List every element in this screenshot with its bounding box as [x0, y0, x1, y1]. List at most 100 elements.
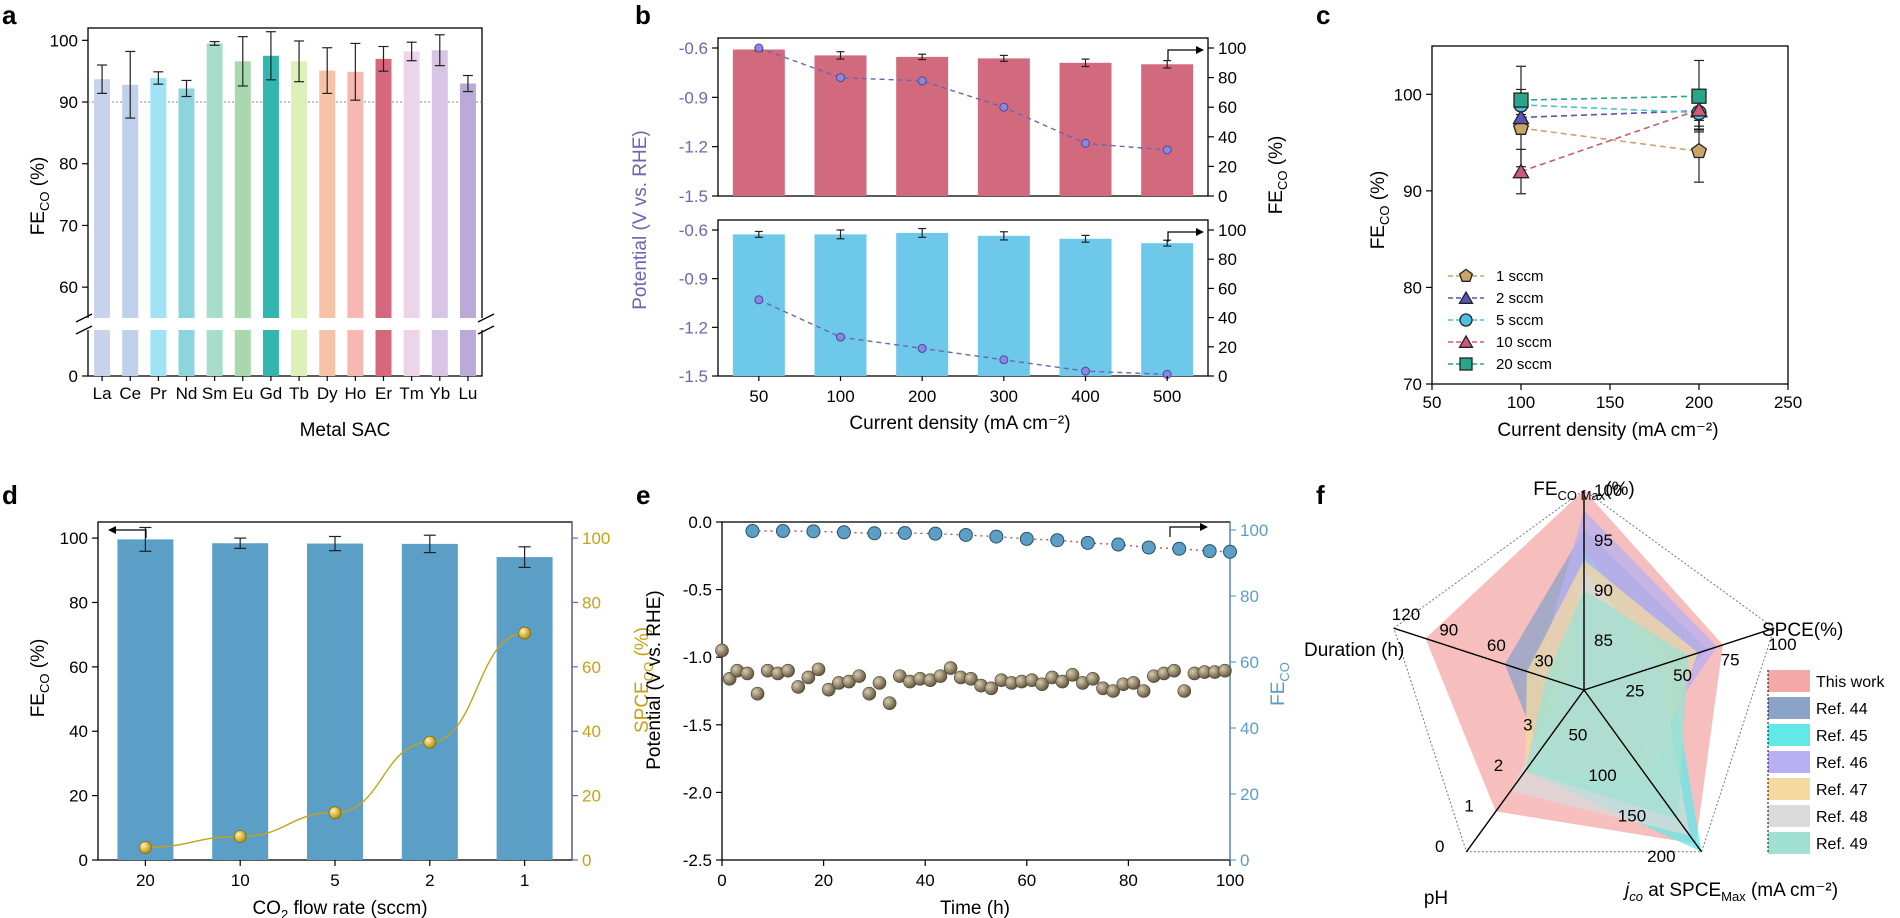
panel-d-spce-point-5	[328, 806, 342, 820]
panel-a-xtick-Eu: Eu	[232, 384, 253, 403]
bar-Ho	[347, 71, 364, 377]
panel-c-point-20-sccm	[1513, 92, 1529, 108]
radar-tick-3-1: 1	[1464, 796, 1473, 815]
panel-d-rtick-60: 60	[582, 658, 601, 677]
panel-e-fe-point	[775, 523, 790, 538]
panel-b-top-ytick--1.2: -1.2	[679, 138, 708, 157]
radar-tick-0-85: 85	[1594, 631, 1613, 650]
panel-c-legend-marker	[1459, 313, 1473, 327]
panel-b-top-frame	[717, 37, 1209, 197]
panel-e-potential-point	[1218, 663, 1232, 678]
panel-d-rtick-0: 0	[582, 851, 591, 870]
panel-a-axis-break	[76, 318, 494, 330]
panel-c-legend-label: 5 sccm	[1496, 312, 1544, 329]
panel-e-rtick-0: 0	[1240, 851, 1249, 870]
panel-b-top-rtick-40: 40	[1218, 128, 1237, 147]
panel-e-ylabel-right: FECO	[1268, 662, 1292, 706]
panel-d-rtick-20: 20	[582, 787, 601, 806]
panel-e-fe-point	[836, 525, 851, 540]
panel-e-xtick-60: 60	[1017, 871, 1036, 890]
panel-e-potential-point	[1086, 672, 1100, 686]
panel-e-ytick--2.5: -2.5	[683, 851, 712, 870]
panel-b-xtick-300: 300	[990, 387, 1018, 406]
panel-e-ytick--1.0: -1.0	[683, 648, 712, 667]
panel-e-fe-point	[745, 523, 760, 538]
panel-e-potential-point	[862, 686, 877, 701]
panel-d-spce-curve	[145, 632, 525, 849]
panel-e-potential-point	[1136, 684, 1151, 698]
panel-e-fe-point	[1019, 531, 1034, 546]
panel-c-ytick-70: 70	[1403, 375, 1422, 394]
panel-e-ytick--2.0: -2.0	[683, 783, 712, 802]
radar-axis-line	[1583, 689, 1703, 853]
panel-b-bottom-bar-200	[896, 232, 949, 376]
radar-legend-label: Ref. 44	[1816, 701, 1868, 718]
panel-b-bottom-potential-line	[758, 299, 1168, 376]
radar-tick-4-120: 120	[1392, 605, 1420, 624]
bar-La	[94, 79, 111, 376]
panel-a-xtick-Sm: Sm	[202, 384, 228, 403]
radar-legend-swatch	[1768, 670, 1810, 692]
panel-b-top-potential-point-500	[1162, 145, 1172, 155]
panel-b-top-rtick-80: 80	[1218, 69, 1237, 88]
panel-b-top-rtick-0: 0	[1218, 187, 1227, 206]
panel-b-top-bar-50	[732, 49, 785, 197]
panel-a-ytick-80: 80	[59, 155, 78, 174]
radar-tick-4-60: 60	[1487, 636, 1506, 655]
panel-e-potential-point	[750, 686, 765, 701]
panel-d-bar-20	[117, 539, 174, 860]
panel-e-potential-point	[1177, 684, 1192, 698]
panel-c-legend-marker	[1458, 290, 1474, 304]
radar-tick-1-75: 75	[1721, 651, 1740, 670]
panel-a-label: a	[2, 0, 17, 30]
panel-e-potential-point	[791, 680, 806, 694]
panel-c-label: c	[1316, 0, 1330, 30]
panel-e-ytick-0.0: 0.0	[688, 513, 712, 532]
radar-axis-line	[1465, 689, 1585, 853]
panel-a-xtick-La: La	[93, 384, 112, 403]
radar-axis-ph: pH	[1424, 888, 1448, 909]
panel-a-xtick-Tb: Tb	[289, 384, 309, 403]
panel-b-xtick-200: 200	[908, 387, 936, 406]
panel-e-axis-arrowhead	[1200, 523, 1208, 531]
panel-b-xtick-100: 100	[826, 387, 854, 406]
panel-a-ytick-70: 70	[59, 216, 78, 235]
bar-Er	[375, 58, 392, 376]
panel-e-ylabel-left: Potential (V vs. RHE)	[644, 590, 665, 770]
panel-e-plot: 0 20 40 60 80 100 0.0 -0.5 -1.0 -1.5 -2.0 -2.5 100 80…	[683, 513, 1269, 890]
panel-d-ytick-100: 100	[60, 529, 88, 548]
radar-tick-3-2: 2	[1494, 756, 1503, 775]
panel-a-ylabel: FECO (%)	[28, 157, 52, 236]
panel-c-line-1-sccm	[1520, 127, 1700, 153]
radar-axis-spce: SPCE(%)	[1762, 620, 1843, 641]
radar-tick-1-50: 50	[1673, 666, 1692, 685]
panel-c-legend-marker	[1459, 357, 1473, 371]
panel-b-xtick-400: 400	[1071, 387, 1099, 406]
panel-d-bar-10	[212, 543, 269, 860]
panel-d-xtick-2: 2	[425, 871, 434, 890]
radar-area-Ref--49	[1525, 590, 1689, 820]
panel-e-fe-point	[989, 529, 1004, 544]
panel-e-rtick-80: 80	[1240, 587, 1259, 606]
panel-e-xlabel: Time (h)	[940, 898, 1010, 918]
panel-a-xtick-Lu: Lu	[458, 384, 477, 403]
panel-d-spce-point-20	[138, 841, 152, 854]
panel-e-potential-point	[1167, 663, 1181, 678]
bar-Yb	[431, 50, 448, 376]
panel-b-bottom-bar-100	[814, 234, 867, 376]
panel-b-top-potential-point-200	[917, 76, 927, 86]
panel-a-xtick-Pr: Pr	[150, 384, 167, 403]
panel-b-top-potential-point-300	[999, 102, 1009, 112]
bar-Lu	[459, 83, 476, 376]
panel-a-ytick-zero: 0	[69, 367, 78, 386]
panel-d-ytick-0: 0	[79, 851, 88, 870]
panel-b-bottom-axis-arrow	[1167, 231, 1196, 242]
panel-e-potential-point	[882, 696, 897, 710]
panel-d-xtick-5: 5	[330, 871, 339, 890]
panel-b-bottom-potential-point-50	[754, 295, 764, 305]
panel-d-spce-point-10	[233, 830, 247, 843]
panel-c-legend-label: 2 sccm	[1496, 290, 1544, 307]
panel-a: a La Ce Pr Nd Sm Eu Gd Tb Dy Ho Er Tm Yb Lu 60 70 80 90 10…	[2, 0, 495, 441]
panel-b-bottom-frame	[717, 219, 1209, 377]
